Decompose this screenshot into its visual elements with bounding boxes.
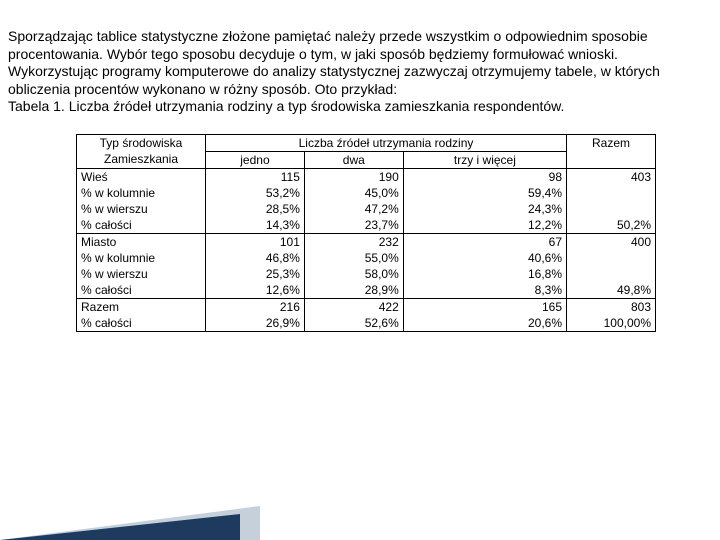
cell: 28,9% bbox=[304, 282, 403, 299]
cell-total bbox=[567, 185, 656, 201]
table-row: % całości 26,9% 52,6% 20,6% 100,00% bbox=[77, 315, 656, 332]
cell: 115 bbox=[206, 168, 305, 185]
header-env-1: Typ środowiska bbox=[77, 134, 206, 151]
cell-total bbox=[567, 201, 656, 217]
header-env-2: Zamieszkania bbox=[77, 151, 206, 168]
table-row: % w wierszu 28,5% 47,2% 24,3% bbox=[77, 201, 656, 217]
cell: 24,3% bbox=[403, 201, 566, 217]
cell: 53,2% bbox=[206, 185, 305, 201]
row-label: Wieś bbox=[77, 168, 206, 185]
row-label: % w kolumnie bbox=[77, 250, 206, 266]
cell: 12,2% bbox=[403, 217, 566, 234]
cell-total: 49,8% bbox=[567, 282, 656, 299]
table-caption: Tabela 1. Liczba źródeł utrzymania rodzi… bbox=[8, 98, 564, 114]
cell: 26,9% bbox=[206, 315, 305, 332]
cell: 47,2% bbox=[304, 201, 403, 217]
cell: 12,6% bbox=[206, 282, 305, 299]
header-total-blank bbox=[567, 151, 656, 168]
row-label: Miasto bbox=[77, 233, 206, 250]
cell: 190 bbox=[304, 168, 403, 185]
cell-total: 100,00% bbox=[567, 315, 656, 332]
cell: 8,3% bbox=[403, 282, 566, 299]
row-label: Razem bbox=[77, 298, 206, 315]
table-row: % całości 12,6% 28,9% 8,3% 49,8% bbox=[77, 282, 656, 299]
cell: 98 bbox=[403, 168, 566, 185]
cell: 46,8% bbox=[206, 250, 305, 266]
table-header-row-2: Zamieszkania jedno dwa trzy i więcej bbox=[77, 151, 656, 168]
cell-total: 400 bbox=[567, 233, 656, 250]
cell: 40,6% bbox=[403, 250, 566, 266]
row-label: % całości bbox=[77, 217, 206, 234]
cell: 55,0% bbox=[304, 250, 403, 266]
table-container: Typ środowiska Liczba źródeł utrzymania … bbox=[76, 134, 656, 332]
table-row: Miasto 101 232 67 400 bbox=[77, 233, 656, 250]
cell-total bbox=[567, 266, 656, 282]
row-label: % w wierszu bbox=[77, 201, 206, 217]
table-row: Razem 216 422 165 803 bbox=[77, 298, 656, 315]
cell: 20,6% bbox=[403, 315, 566, 332]
header-sources: Liczba źródeł utrzymania rodziny bbox=[206, 134, 567, 151]
table-row: % w wierszu 25,3% 58,0% 16,8% bbox=[77, 266, 656, 282]
table-row: Wieś 115 190 98 403 bbox=[77, 168, 656, 185]
cell: 25,3% bbox=[206, 266, 305, 282]
stats-table: Typ środowiska Liczba źródeł utrzymania … bbox=[76, 134, 656, 332]
cell-total bbox=[567, 250, 656, 266]
cell: 45,0% bbox=[304, 185, 403, 201]
cell-total: 50,2% bbox=[567, 217, 656, 234]
row-label: % w wierszu bbox=[77, 266, 206, 282]
cell: 28,5% bbox=[206, 201, 305, 217]
header-sub-three: trzy i więcej bbox=[403, 151, 566, 168]
intro-paragraph: Sporządzając tablice statystyczne złożon… bbox=[0, 0, 720, 116]
cell: 14,3% bbox=[206, 217, 305, 234]
cell-total: 803 bbox=[567, 298, 656, 315]
row-label: % w kolumnie bbox=[77, 185, 206, 201]
table-row: % w kolumnie 53,2% 45,0% 59,4% bbox=[77, 185, 656, 201]
cell: 23,7% bbox=[304, 217, 403, 234]
header-sub-one: jedno bbox=[206, 151, 305, 168]
cell: 16,8% bbox=[403, 266, 566, 282]
cell: 422 bbox=[304, 298, 403, 315]
table-row: % w kolumnie 46,8% 55,0% 40,6% bbox=[77, 250, 656, 266]
cell: 52,6% bbox=[304, 315, 403, 332]
cell: 67 bbox=[403, 233, 566, 250]
cell: 232 bbox=[304, 233, 403, 250]
paragraph-text: Sporządzając tablice statystyczne złożon… bbox=[8, 28, 660, 97]
decorative-triangle-dark bbox=[0, 514, 240, 540]
row-label: % całości bbox=[77, 315, 206, 332]
cell-total: 403 bbox=[567, 168, 656, 185]
cell: 59,4% bbox=[403, 185, 566, 201]
table-header-row-1: Typ środowiska Liczba źródeł utrzymania … bbox=[77, 134, 656, 151]
header-total: Razem bbox=[567, 134, 656, 151]
row-label: % całości bbox=[77, 282, 206, 299]
cell: 58,0% bbox=[304, 266, 403, 282]
cell: 101 bbox=[206, 233, 305, 250]
cell: 165 bbox=[403, 298, 566, 315]
table-row: % całości 14,3% 23,7% 12,2% 50,2% bbox=[77, 217, 656, 234]
header-sub-two: dwa bbox=[304, 151, 403, 168]
cell: 216 bbox=[206, 298, 305, 315]
